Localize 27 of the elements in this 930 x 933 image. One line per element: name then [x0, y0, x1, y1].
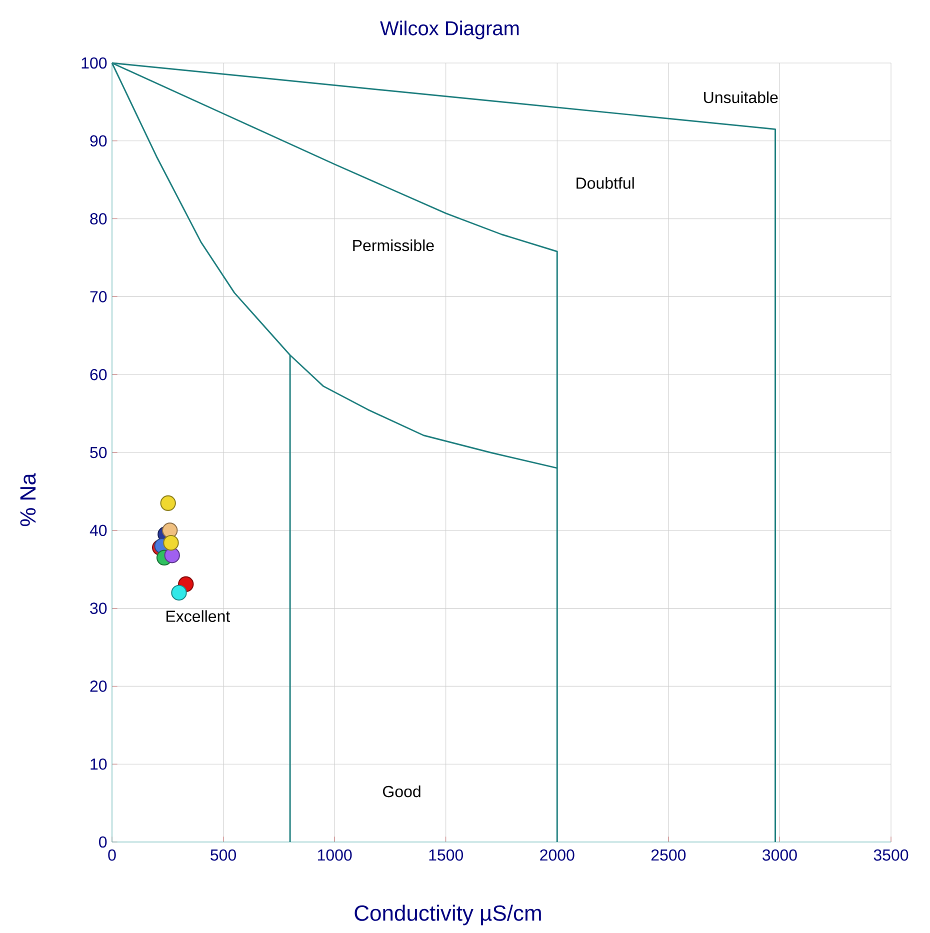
y-tick-label: 20	[90, 680, 107, 692]
x-tick-label: 3000	[762, 849, 797, 861]
annotation: Permissible	[353, 239, 434, 252]
y-tick-label: 50	[90, 446, 107, 458]
y-axis-title: % Na	[20, 473, 36, 526]
x-tick-label: 1000	[318, 849, 352, 861]
y-tick-label: 80	[90, 213, 107, 224]
x-tick-label: 2000	[540, 849, 574, 861]
annotation: Good	[383, 785, 420, 798]
x-tick-label: 1500	[429, 849, 464, 861]
x-tick-label: 3500	[874, 849, 908, 861]
y-tick-label: 70	[90, 291, 107, 302]
x-tick-label: 0	[108, 849, 116, 861]
annotation: Doubtful	[576, 177, 634, 189]
x-tick-label: 500	[210, 849, 236, 861]
annotation: Unsuitable	[704, 91, 778, 104]
y-tick-label: 40	[90, 524, 107, 536]
y-tick-label: 10	[90, 758, 107, 770]
y-tick-label: 90	[90, 135, 107, 147]
x-axis-title: Conductivity µS/cm	[354, 904, 541, 926]
x-tick-label: 2500	[651, 849, 686, 861]
y-tick-label: 30	[90, 602, 107, 614]
chart-title: Wilcox Diagram	[380, 20, 519, 40]
y-tick-label: 100	[82, 57, 107, 69]
y-tick-label: 60	[90, 368, 107, 380]
y-tick-label: 0	[99, 836, 107, 848]
annotation: Excellent	[166, 610, 230, 622]
